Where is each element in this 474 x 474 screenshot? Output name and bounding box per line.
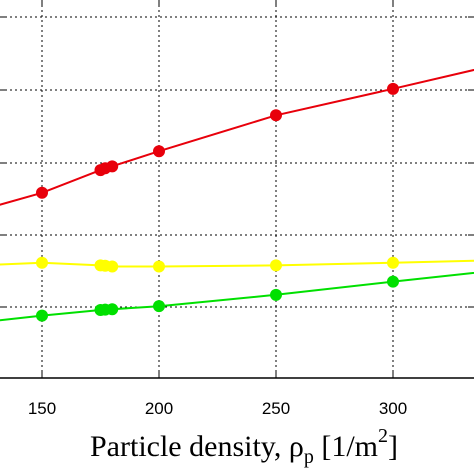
x-tick-label-1: 200: [145, 399, 173, 418]
x-tick-labels: 150 200 250 300: [28, 399, 407, 418]
series-0-point-7: [387, 82, 399, 95]
x-axis-title-unit-prefix: [1/m: [314, 430, 378, 463]
series-group: [0, 68, 474, 322]
series-0-point-4: [106, 160, 119, 173]
x-axis-title: Particle density, ρp [1/m2]: [90, 425, 398, 468]
series-1-point-4: [106, 260, 119, 273]
series-0-point-1: [36, 186, 48, 199]
series-2-point-7: [387, 275, 399, 288]
series-2-point-1: [36, 309, 48, 322]
series-2-point-4: [106, 303, 119, 316]
series-1-point-7: [387, 256, 399, 269]
x-tick-label-0: 150: [28, 399, 56, 418]
x-axis-title-symbol: ρ: [289, 430, 304, 463]
series-2-point-6: [270, 288, 282, 301]
series-1-point-1: [36, 256, 48, 269]
x-axis-title-subscript: p: [304, 446, 314, 468]
series-0-point-6: [270, 109, 282, 122]
x-axis-title-superscript: 2: [378, 425, 388, 447]
series-2-point-5: [153, 300, 165, 313]
series-1-point-5: [153, 260, 165, 273]
x-tick-label-3: 300: [379, 399, 407, 418]
series-1-point-6: [270, 259, 282, 272]
x-axis-title-text: Particle density,: [90, 430, 289, 463]
series-0-point-5: [153, 145, 165, 158]
x-axis-title-unit-suffix: ]: [388, 430, 398, 463]
x-tick-label-2: 250: [262, 399, 290, 418]
axes: [0, 0, 474, 379]
